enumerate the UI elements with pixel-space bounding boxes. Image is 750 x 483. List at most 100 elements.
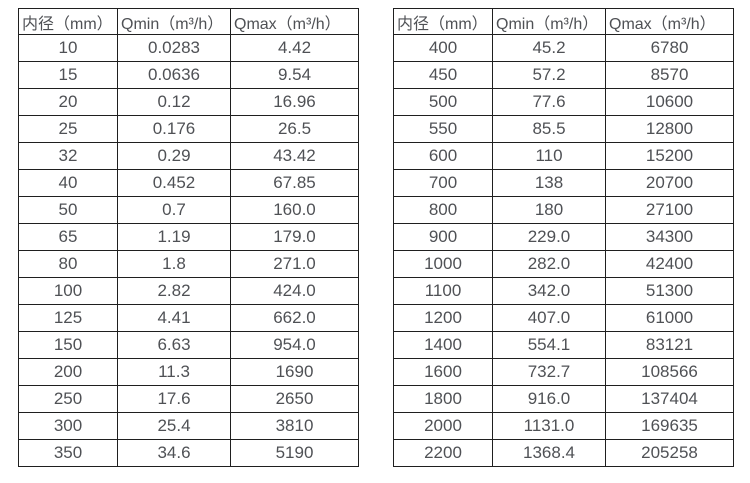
- table-row: 32 0.29 43.42: [18, 142, 359, 170]
- cell: 282.0: [492, 250, 606, 278]
- cell: 600: [393, 142, 493, 170]
- cell: 42400: [605, 250, 734, 278]
- cell: 20700: [605, 169, 734, 197]
- table-row: 100 2.82 424.0: [18, 277, 359, 305]
- cell: 2200: [393, 439, 493, 467]
- table-row: 65 1.19 179.0: [18, 223, 359, 251]
- cell: 0.0283: [117, 34, 231, 62]
- cell: 1131.0: [492, 412, 606, 440]
- cell: 45.2: [492, 34, 606, 62]
- cell: 51300: [605, 277, 734, 305]
- cell: 0.12: [117, 88, 231, 116]
- cell: 16.96: [230, 88, 359, 116]
- table-row: 125 4.41 662.0: [18, 304, 359, 332]
- cell: 40: [18, 169, 118, 197]
- table-row: 内径（mm） Qmin（m³/h） Qmax（m³/h）: [393, 8, 734, 35]
- cell: 179.0: [230, 223, 359, 251]
- cell: 25.4: [117, 412, 231, 440]
- cell: 10600: [605, 88, 734, 116]
- table-row: 150 6.63 954.0: [18, 331, 359, 359]
- cell: 27100: [605, 196, 734, 224]
- cell: 205258: [605, 439, 734, 467]
- cell: 108566: [605, 358, 734, 386]
- cell: 180: [492, 196, 606, 224]
- cell: 34.6: [117, 439, 231, 467]
- cell: 1400: [393, 331, 493, 359]
- table-row: 450 57.2 8570: [393, 61, 734, 89]
- table-header-row: 内径（mm） Qmin（m³/h） Qmax（m³/h）: [393, 8, 734, 35]
- cell: 83121: [605, 331, 734, 359]
- table-row: 200 11.3 1690: [18, 358, 359, 386]
- column-header: 内径（mm）: [393, 8, 493, 35]
- table-row: 900 229.0 34300: [393, 223, 734, 251]
- cell: 150: [18, 331, 118, 359]
- cell: 12800: [605, 115, 734, 143]
- column-header: 内径（mm）: [18, 8, 118, 35]
- cell: 271.0: [230, 250, 359, 278]
- cell: 1800: [393, 385, 493, 413]
- table-row: 1600 732.7 108566: [393, 358, 734, 386]
- cell: 500: [393, 88, 493, 116]
- cell: 57.2: [492, 61, 606, 89]
- table-row: 1200 407.0 61000: [393, 304, 734, 332]
- cell: 85.5: [492, 115, 606, 143]
- cell: 2000: [393, 412, 493, 440]
- cell: 20: [18, 88, 118, 116]
- table-row: 1000 282.0 42400: [393, 250, 734, 278]
- cell: 5190: [230, 439, 359, 467]
- table-row: 80 1.8 271.0: [18, 250, 359, 278]
- cell: 80: [18, 250, 118, 278]
- cell: 662.0: [230, 304, 359, 332]
- table-row: 800 180 27100: [393, 196, 734, 224]
- table-row: 400 45.2 6780: [393, 34, 734, 62]
- cell: 200: [18, 358, 118, 386]
- table-row: 20 0.12 16.96: [18, 88, 359, 116]
- cell: 160.0: [230, 196, 359, 224]
- cell: 1600: [393, 358, 493, 386]
- table-row: 25 0.176 26.5: [18, 115, 359, 143]
- cell: 137404: [605, 385, 734, 413]
- table-row: 550 85.5 12800: [393, 115, 734, 143]
- table-row: 300 25.4 3810: [18, 412, 359, 440]
- cell: 300: [18, 412, 118, 440]
- table-row: 1100 342.0 51300: [393, 277, 734, 305]
- cell: 125: [18, 304, 118, 332]
- cell: 67.85: [230, 169, 359, 197]
- cell: 900: [393, 223, 493, 251]
- cell: 50: [18, 196, 118, 224]
- table-header-row: 内径（mm） Qmin（m³/h） Qmax（m³/h）: [18, 8, 359, 35]
- cell: 138: [492, 169, 606, 197]
- flow-table-small-diameters: 内径（mm） Qmin（m³/h） Qmax（m³/h） 10 0.0283 4.42 1…: [18, 8, 359, 467]
- cell: 61000: [605, 304, 734, 332]
- cell: 10: [18, 34, 118, 62]
- cell: 732.7: [492, 358, 606, 386]
- cell: 9.54: [230, 61, 359, 89]
- cell: 17.6: [117, 385, 231, 413]
- table-row: 10 0.0283 4.42: [18, 34, 359, 62]
- cell: 100: [18, 277, 118, 305]
- table-row: 1800 916.0 137404: [393, 385, 734, 413]
- table-body: 10 0.0283 4.42 15 0.0636 9.54 20 0.12 16.96 25 0.1…: [18, 34, 359, 467]
- cell: 2.82: [117, 277, 231, 305]
- table-row: 350 34.6 5190: [18, 439, 359, 467]
- column-header: Qmin（m³/h）: [117, 8, 231, 35]
- cell: 4.42: [230, 34, 359, 62]
- cell: 6.63: [117, 331, 231, 359]
- cell: 554.1: [492, 331, 606, 359]
- table-row: 1400 554.1 83121: [393, 331, 734, 359]
- cell: 1100: [393, 277, 493, 305]
- table-row: 2200 1368.4 205258: [393, 439, 734, 467]
- table-body: 400 45.2 6780 450 57.2 8570 500 77.6 10600 550 85.…: [393, 34, 734, 467]
- table-row: 600 110 15200: [393, 142, 734, 170]
- cell: 15: [18, 61, 118, 89]
- cell: 110: [492, 142, 606, 170]
- cell: 0.29: [117, 142, 231, 170]
- cell: 407.0: [492, 304, 606, 332]
- cell: 77.6: [492, 88, 606, 116]
- cell: 250: [18, 385, 118, 413]
- table-row: 250 17.6 2650: [18, 385, 359, 413]
- cell: 32: [18, 142, 118, 170]
- cell: 6780: [605, 34, 734, 62]
- cell: 400: [393, 34, 493, 62]
